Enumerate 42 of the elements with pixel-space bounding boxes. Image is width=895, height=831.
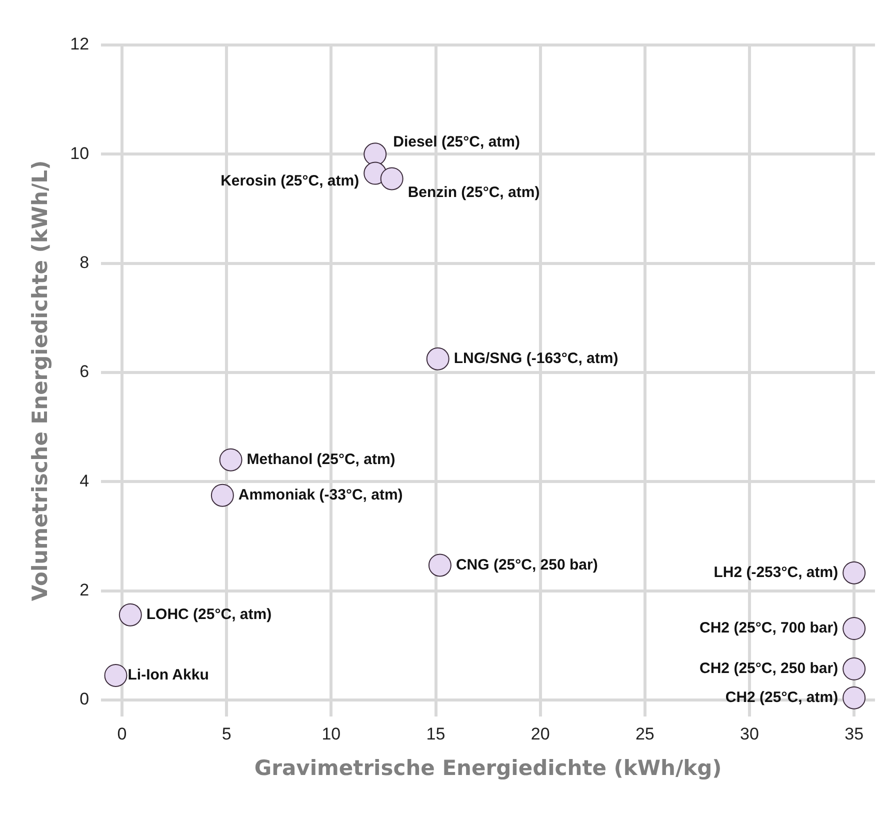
point (104, 664, 128, 687)
annotation: LOHC (25°C, atm) (146, 606, 272, 624)
annotation: CNG (25°C, 250 bar) (456, 556, 598, 574)
point (842, 657, 866, 680)
y-tick-label: 4 (80, 471, 90, 490)
point (426, 347, 450, 370)
x-tick-label: 25 (635, 724, 654, 744)
annotation: Ammoniak (-33°C, atm) (238, 486, 403, 504)
point (842, 686, 866, 710)
annotation: Methanol (25°C, atm) (246, 450, 396, 468)
x-tick-label: 30 (740, 724, 759, 744)
point (428, 554, 452, 577)
point (842, 617, 866, 640)
x-tick-label: 15 (426, 724, 446, 744)
y-tick-label: 0 (80, 690, 90, 709)
annotation: Kerosin (25°C, atm) (220, 172, 360, 190)
point (380, 167, 404, 190)
x-tick-label: 10 (322, 724, 341, 744)
point (364, 142, 387, 166)
y-tick-label: 2 (80, 580, 90, 600)
annotation: LNG/SNG (-163°C, atm) (454, 350, 618, 368)
annotation: Diesel (25°C, atm) (393, 133, 520, 150)
annotation: CH2 (25°C, atm) (725, 688, 838, 706)
annotation: Li-Ion Akku (128, 666, 209, 684)
y-tick-label: 12 (70, 34, 90, 54)
point (210, 484, 234, 507)
y-tick-label: 8 (80, 253, 90, 272)
x-tick-label: 35 (844, 724, 864, 744)
y-axis-title: Volumetrische Energiedichte (kWh/L) (28, 160, 52, 602)
annotation: CH2 (25°C, 700 bar) (700, 620, 838, 637)
annotation: Benzin (25°C, atm) (408, 184, 540, 201)
x-tick-label: 5 (222, 724, 232, 744)
point (118, 603, 142, 626)
point (842, 561, 866, 584)
y-tick-label: 6 (80, 362, 90, 382)
y-tick-label: 10 (70, 144, 90, 163)
point (219, 448, 242, 472)
annotation: CH2 (25°C, 250 bar) (700, 660, 838, 678)
x-tick-label: 0 (117, 724, 127, 744)
x-tick-label: 20 (530, 724, 550, 744)
x-axis-title: Gravimetrische Energiedichte (kWh/kg) (254, 756, 722, 780)
annotation: LH2 (-253°C, atm) (714, 564, 838, 581)
